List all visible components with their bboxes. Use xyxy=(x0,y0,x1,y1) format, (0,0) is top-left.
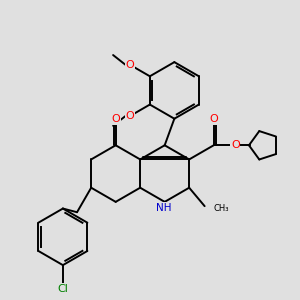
Text: NH: NH xyxy=(156,203,172,213)
Text: Cl: Cl xyxy=(58,284,68,294)
Text: CH₃: CH₃ xyxy=(213,204,229,213)
Text: O: O xyxy=(231,140,240,150)
Text: O: O xyxy=(126,111,134,121)
Text: O: O xyxy=(126,60,134,70)
Text: O: O xyxy=(209,114,218,124)
Text: O: O xyxy=(111,114,120,124)
